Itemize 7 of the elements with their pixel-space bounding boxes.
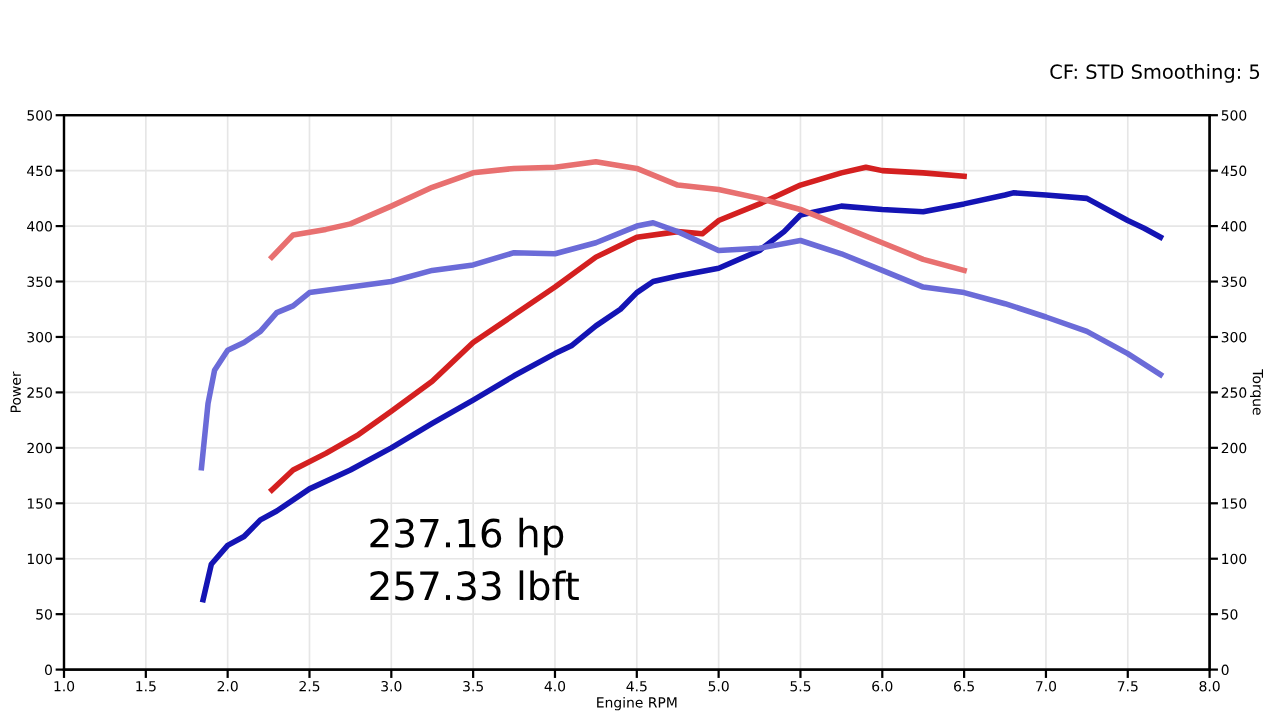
line-series [269, 164, 967, 493]
annotation: 257.33 lbft [370, 570, 579, 601]
line-series [269, 158, 967, 274]
line-series [198, 219, 1164, 471]
line-series [200, 190, 1164, 603]
text: CF: STD Smoothing: 5 [1050, 63, 1260, 83]
annotation: 237.16 hp [370, 517, 564, 556]
